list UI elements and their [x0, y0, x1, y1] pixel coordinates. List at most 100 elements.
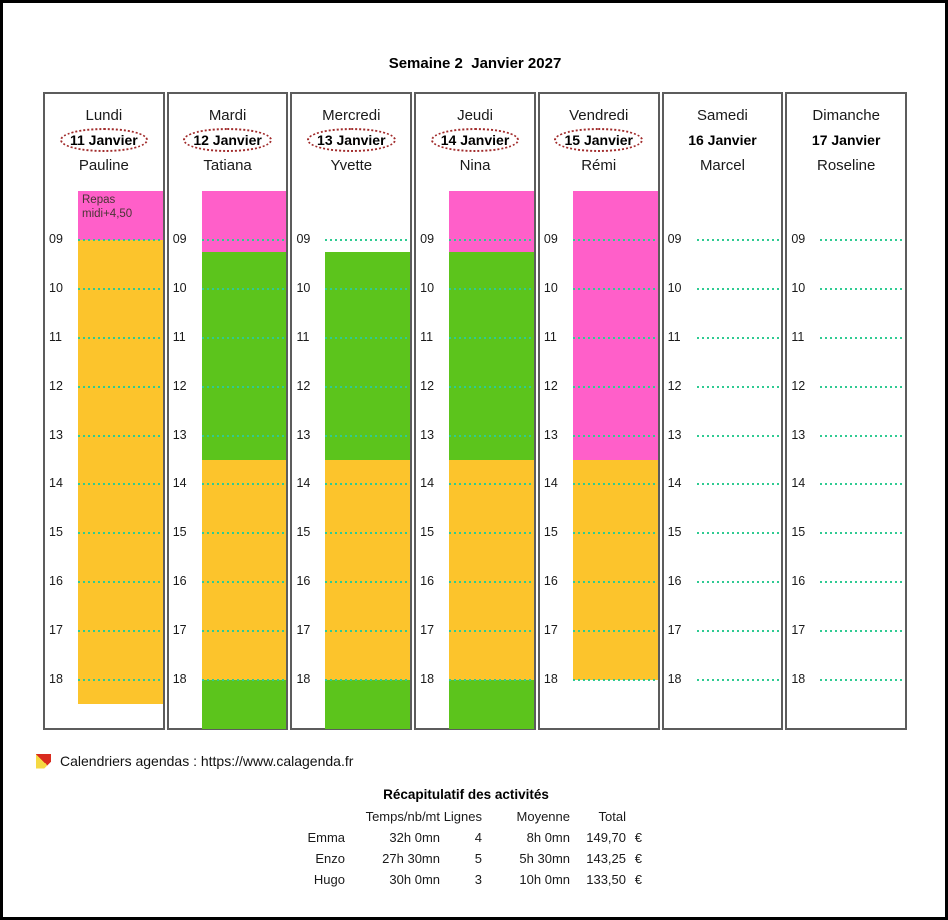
- event-block[interactable]: Repas midi+4,50: [78, 191, 163, 240]
- summary-cell-temps: 32h 0mn: [389, 830, 440, 845]
- event-block[interactable]: [201, 680, 287, 729]
- summary-table: Temps/nb/mt Lignes Moyenne Total Emma 32h…: [290, 806, 642, 890]
- hour-label: 14: [791, 476, 806, 491]
- day-date-row: 14 Janvier: [416, 128, 534, 154]
- hour-dotted-line: [78, 336, 162, 339]
- event-block[interactable]: [449, 680, 534, 729]
- day-date[interactable]: 11 Janvier: [59, 128, 148, 152]
- summary-row: Emma 32h 0mn 4 8h 0mn 149,70 €: [290, 827, 642, 848]
- hour-label: 16: [172, 574, 187, 589]
- day-date-row: 12 Janvier: [169, 128, 287, 154]
- summary-title: Récapitulatif des activités: [383, 787, 549, 802]
- hour-label: 15: [420, 525, 435, 540]
- hour-dotted-line: [696, 679, 781, 681]
- day-name: Dimanche: [812, 107, 880, 124]
- event-block[interactable]: [572, 191, 658, 460]
- hour-dotted-line: [201, 434, 286, 437]
- hour-dotted-line: [78, 630, 162, 633]
- hour-label: 16: [791, 574, 806, 589]
- day-date[interactable]: 14 Janvier: [430, 128, 520, 152]
- hour-dotted-line: [572, 336, 657, 339]
- event-block[interactable]: [201, 459, 287, 680]
- hour-dotted-line: [449, 434, 533, 437]
- hour-label: 11: [172, 329, 186, 344]
- time-grid: 09 10 11 12 13 14 15 16 17 18: [540, 189, 658, 728]
- summary-cell-currency: €: [634, 851, 642, 866]
- hour-dotted-line: [325, 483, 410, 486]
- hour-label: 12: [667, 378, 682, 393]
- summary-cell-moyenne: 5h 30mn: [519, 851, 570, 866]
- event-block[interactable]: [201, 252, 287, 460]
- event-block-label: Repas midi+4,50: [82, 194, 133, 220]
- hour-dotted-line: [572, 679, 657, 681]
- hour-dotted-line: [201, 581, 286, 584]
- event-block[interactable]: [325, 459, 411, 680]
- summary-cell-total: 133,50: [586, 872, 626, 887]
- summary-row: Hugo 30h 0mn 3 10h 0mn 133,50 €: [290, 869, 642, 890]
- hour-dotted-line: [201, 630, 286, 633]
- event-block[interactable]: [449, 191, 534, 253]
- hour-label: 10: [49, 280, 63, 295]
- hour-label: 11: [543, 329, 557, 344]
- hour-label: 13: [667, 427, 682, 442]
- hour-dotted-line: [820, 581, 905, 584]
- hour-label: 14: [296, 476, 311, 491]
- summary-header-moyenne: Moyenne: [516, 809, 570, 824]
- hour-label: 12: [296, 378, 311, 393]
- footer-link-text[interactable]: Calendriers agendas : https://www.calage…: [60, 753, 354, 769]
- day-date[interactable]: 17 Janvier: [811, 132, 881, 148]
- hour-label: 10: [791, 280, 806, 295]
- hour-label: 11: [791, 329, 805, 344]
- summary-cell-name: Enzo: [315, 851, 345, 866]
- day-date[interactable]: 13 Janvier: [307, 128, 396, 152]
- hour-dotted-line: [696, 581, 781, 584]
- hour-label: 17: [543, 623, 558, 638]
- hour-dotted-line: [78, 287, 162, 290]
- day-date-row: 16 Janvier: [664, 128, 782, 154]
- hour-label: 13: [791, 427, 806, 442]
- hour-dotted-line: [325, 679, 410, 681]
- day-person: Roseline: [816, 157, 876, 174]
- hour-label: 16: [543, 574, 558, 589]
- day-person: Pauline: [78, 157, 129, 174]
- event-block[interactable]: [325, 680, 411, 729]
- hour-dotted-line: [696, 532, 781, 535]
- hour-label: 09: [172, 231, 187, 246]
- hour-dotted-line: [820, 238, 905, 241]
- event-block[interactable]: [201, 191, 287, 253]
- hour-label: 15: [791, 525, 806, 540]
- hour-dotted-line: [201, 336, 286, 339]
- summary-header-currency: [626, 806, 642, 827]
- hour-dotted-line: [449, 336, 533, 339]
- hour-label: 09: [791, 231, 806, 246]
- hour-dotted-line: [78, 581, 162, 584]
- hour-label: 16: [296, 574, 311, 589]
- hour-label: 12: [420, 378, 435, 393]
- event-block[interactable]: [78, 239, 163, 705]
- footer-link: Calendriers agendas : https://www.calage…: [36, 753, 353, 769]
- hour-label: 17: [49, 623, 63, 638]
- day-date[interactable]: 16 Janvier: [688, 132, 757, 148]
- event-block[interactable]: [449, 252, 534, 460]
- hour-dotted-line: [820, 336, 905, 339]
- hour-dotted-line: [449, 287, 533, 290]
- day-column-mercredi: Mercredi 13 Janvier Yvette 09 10 11 12 13 14 15 16…: [290, 92, 413, 730]
- hour-dotted-line: [325, 385, 410, 388]
- day-name: Mercredi: [322, 107, 381, 124]
- hour-dotted-line: [201, 679, 286, 681]
- summary-cell-name: Emma: [307, 830, 345, 845]
- hour-label: 17: [296, 623, 311, 638]
- event-block[interactable]: [449, 459, 534, 680]
- hour-label: 18: [667, 672, 682, 686]
- hour-dotted-line: [696, 287, 781, 290]
- day-column-mardi: Mardi 12 Janvier Tatiana 09 10 11 12 13 14 15 16 17…: [166, 92, 289, 730]
- hour-label: 14: [420, 476, 435, 491]
- summary-cell-moyenne: 10h 0mn: [519, 872, 570, 887]
- event-block[interactable]: [325, 252, 411, 460]
- summary-cell-total: 149,70: [586, 830, 626, 845]
- event-block[interactable]: [572, 459, 658, 680]
- day-date[interactable]: 12 Janvier: [183, 128, 272, 152]
- day-date[interactable]: 15 Janvier: [554, 128, 643, 152]
- hour-dotted-line: [325, 434, 410, 437]
- hour-label: 17: [172, 623, 187, 638]
